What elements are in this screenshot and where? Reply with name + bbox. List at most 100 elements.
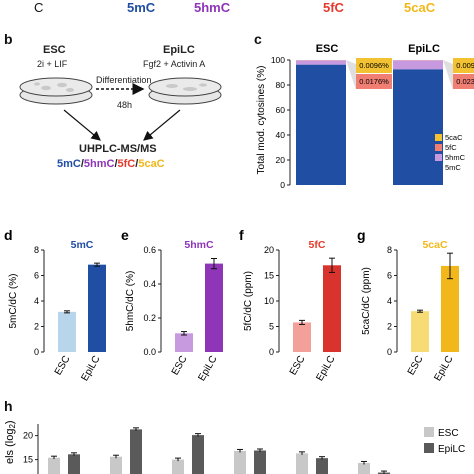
c-legend-swatch — [435, 164, 442, 171]
c-y-tick-label: 0 — [280, 180, 285, 190]
schematic-b — [19, 77, 222, 141]
h-ylabel-sub: 2 — [8, 424, 17, 429]
c-bars: ESC 0.0096% 0.0176% EpiLC 0.0092% 0.0231% — [296, 43, 474, 185]
panel-label-d: d — [4, 228, 13, 243]
panel-f-y-tick-label: 0 — [269, 347, 274, 357]
h-ylabel: els (log2) — [4, 420, 17, 464]
panel-label-c: c — [254, 31, 262, 47]
panel-g-bar-epilc — [441, 265, 459, 352]
panel-d-y-tick-label: 8 — [34, 245, 39, 255]
panel-f-y-tick-label: 5 — [269, 322, 274, 332]
panel-label-b: b — [4, 31, 13, 47]
panel-d-y-tick-label: 2 — [34, 322, 39, 332]
mods-line-5fc: 5fC — [117, 158, 136, 170]
panel-label-e: e — [121, 228, 129, 243]
method-label: UHPLC-MS/MS — [79, 143, 157, 155]
epilc-title: EpiLC — [163, 44, 195, 56]
panel-label-f: f — [239, 228, 244, 243]
panel-d-title: 5mC — [71, 239, 94, 251]
h-bars — [48, 427, 390, 474]
panel-d-bar-esc — [58, 311, 76, 352]
panel-e-bar-epilc — [205, 263, 223, 352]
panel-d-x-label: EpiLC — [79, 354, 102, 383]
header-5mc: 5mC — [127, 0, 156, 15]
c-bar-title: ESC — [316, 43, 339, 55]
panel-g-x-label: EpiLC — [432, 354, 455, 383]
differentiation-label: Differentiation — [96, 75, 152, 85]
mods-line: 5mC/5hmC/5fC/5caC — [57, 158, 165, 170]
c-callout-5fc — [453, 74, 474, 89]
panel-f-x-label: EpiLC — [314, 354, 337, 383]
c-legend-label: 5hmC — [445, 153, 466, 162]
h-legend-label: EpiLC — [438, 444, 465, 455]
h-bar-epilc — [130, 429, 142, 474]
panel-g-y-tick-label: 2 — [387, 322, 392, 332]
c-legend-label: 5fC — [445, 143, 457, 152]
c-ylabel: Total mod. cytosines (%) — [256, 66, 267, 175]
c-axis: 0 20 40 60 80 100 — [271, 55, 291, 190]
panel-d-y-tick-label: 0 — [34, 347, 39, 357]
panel-f-x-label: ESC — [288, 354, 308, 377]
h-legend-swatch — [424, 443, 434, 453]
mods-line-sep: / — [135, 158, 139, 170]
c-legend-label: 5mC — [445, 163, 461, 172]
panel-f-ylabel: 5fC/dC (ppm) — [243, 271, 254, 331]
h-ylabel-end: ) — [4, 420, 16, 424]
panel-g: g 5caC 5caC/dC (ppm) 0 2 4 6 8 ESC EpiLC — [357, 228, 459, 383]
c-callout-5cac — [453, 58, 474, 73]
panel-e: e 5hmC 5hmC/dC (%) 0.0 0.2 0.4 0.6 ESC EpiLC — [121, 228, 223, 383]
h-legend: ESC EpiLC — [424, 427, 465, 455]
panel-f-y-tick-label: 20 — [264, 245, 274, 255]
c-y-tick-label: 60 — [276, 105, 286, 115]
esc-to-ms-arrow — [63, 109, 101, 141]
c-legend-swatch — [435, 134, 442, 141]
panel-f-y-tick-label: 10 — [264, 296, 274, 306]
mods-line-5hmc: 5hmC — [83, 158, 115, 170]
panel-f-title: 5fC — [309, 239, 326, 251]
panel-f: f 5fC 5fC/dC (ppm) 0 5 10 15 20 ESC EpiLC — [239, 228, 341, 383]
panel-label-h: h — [4, 398, 13, 414]
h-legend-swatch — [424, 427, 434, 437]
header-5cac: 5caC — [404, 0, 436, 15]
h-bar-esc — [296, 453, 308, 474]
panel-e-bar-esc — [175, 333, 193, 352]
c-callout-5cac — [356, 58, 392, 73]
esc-dish — [19, 77, 93, 105]
c-callout-5fc — [356, 74, 392, 89]
time-label: 48h — [117, 100, 133, 110]
c-y-tick-label: 40 — [276, 130, 286, 140]
panel-f-bar-epilc — [323, 265, 341, 352]
c-zoom-wedge — [443, 60, 453, 90]
c-legend-swatch — [435, 144, 442, 151]
bar-panels-defg: d 5mC 5mC/dC (%) 0 2 4 6 8 ESC EpiLC e 5hmC 5hmC/dC … — [4, 228, 459, 383]
c-callout-5cac-label: 0.0096% — [359, 61, 389, 70]
c-y-tick-label: 100 — [271, 55, 285, 65]
c-segment-5hmc — [296, 60, 346, 65]
panel-g-y-tick-label: 4 — [387, 296, 392, 306]
h-legend-label: ESC — [438, 428, 459, 439]
panel-f-bar-esc — [293, 322, 311, 352]
panel-g-bar-esc — [411, 311, 429, 352]
panel-e-title: 5hmC — [184, 239, 214, 251]
panel-e-y-tick-label: 0.0 — [143, 347, 156, 357]
c-segment-5mc — [393, 69, 443, 185]
h-bar-esc — [110, 456, 122, 474]
h-bar-esc — [358, 462, 370, 474]
h-bar-epilc — [316, 458, 328, 474]
h-y-tick-label: 20 — [23, 431, 33, 441]
h-bar-epilc — [192, 435, 204, 474]
mods-line-sep: / — [114, 158, 118, 170]
panel-g-title: 5caC — [422, 239, 448, 251]
epilc-dish — [148, 77, 222, 105]
mods-line-5cac: 5caC — [138, 158, 165, 170]
panel-d-bar-epilc — [88, 264, 106, 352]
panel-e-x-label: EpiLC — [196, 354, 219, 383]
h-y-tick-label: 15 — [23, 455, 33, 465]
panel-label-c-top: C — [34, 0, 44, 15]
h-bar-esc — [172, 459, 184, 474]
c-y-tick-label: 80 — [276, 80, 286, 90]
c-zoom-wedge — [346, 60, 356, 90]
